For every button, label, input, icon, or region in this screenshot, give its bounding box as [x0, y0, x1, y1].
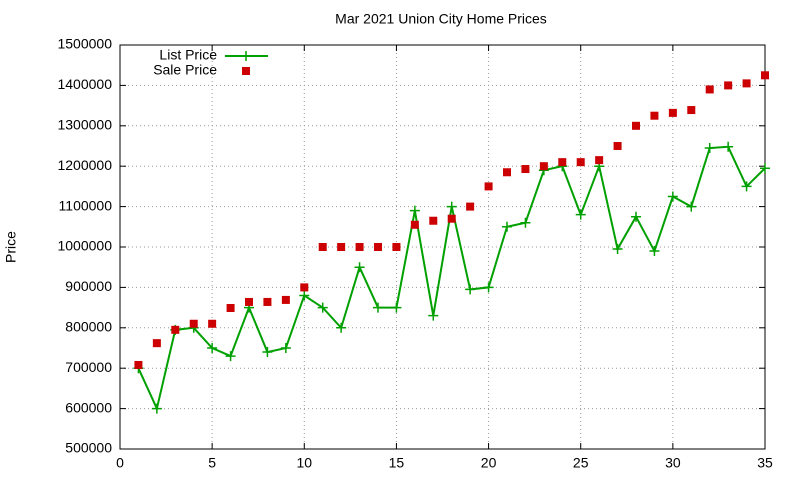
- point-marker: [373, 302, 383, 313]
- point-marker: [576, 158, 585, 167]
- point-marker: [134, 360, 143, 369]
- point-marker: [761, 71, 769, 80]
- point-marker: [391, 302, 402, 313]
- point-marker: [595, 156, 604, 165]
- x-tick-label: 10: [296, 455, 312, 471]
- point-marker: [503, 168, 511, 177]
- point-marker: [300, 283, 309, 292]
- y-tick-label: 1300000: [57, 117, 112, 133]
- point-marker: [263, 297, 272, 306]
- y-axis-label: Price: [3, 231, 19, 263]
- point-marker: [724, 81, 733, 90]
- point-marker: [667, 191, 678, 202]
- point-marker: [760, 163, 770, 174]
- point-marker: [280, 343, 291, 353]
- point-marker: [723, 141, 734, 152]
- point-marker: [465, 284, 476, 295]
- point-marker: [687, 106, 696, 115]
- y-tick-label: 1400000: [57, 76, 112, 92]
- point-marker: [410, 220, 419, 229]
- point-marker: [428, 310, 439, 321]
- legend-marker: [241, 51, 251, 61]
- point-marker: [409, 205, 420, 216]
- y-tick-label: 1100000: [59, 197, 113, 213]
- point-marker: [336, 322, 347, 333]
- point-marker: [354, 262, 365, 273]
- x-tick-label: 15: [389, 455, 405, 471]
- point-marker: [558, 158, 567, 167]
- x-tick-label: 35: [757, 455, 773, 471]
- point-marker: [520, 217, 531, 228]
- point-marker: [152, 339, 161, 348]
- y-tick-label: 500000: [65, 440, 112, 456]
- y-tick-label: 900000: [65, 278, 112, 294]
- point-marker: [612, 244, 623, 255]
- point-marker: [631, 211, 641, 222]
- x-tick-label: 0: [116, 455, 124, 471]
- point-marker: [429, 216, 438, 225]
- point-marker: [741, 181, 752, 192]
- point-marker: [502, 221, 512, 232]
- point-marker: [207, 343, 218, 353]
- point-marker: [632, 121, 640, 130]
- legend-marker: [242, 67, 250, 75]
- y-tick-label: 800000: [65, 319, 112, 335]
- point-marker: [281, 295, 290, 304]
- point-marker: [668, 108, 677, 117]
- y-tick-label: 700000: [65, 359, 112, 375]
- y-tick-label: 1000000: [57, 238, 112, 254]
- point-marker: [521, 165, 530, 174]
- chart-title: Mar 2021 Union City Home Prices: [335, 11, 547, 27]
- point-marker: [705, 85, 714, 94]
- point-marker: [299, 290, 310, 301]
- point-marker: [575, 209, 586, 220]
- point-marker: [650, 111, 659, 120]
- point-marker: [446, 201, 457, 212]
- plot-frame: [119, 44, 766, 450]
- point-marker: [613, 142, 622, 150]
- x-tick-label: 25: [573, 455, 589, 471]
- y-tick-label: 1200000: [57, 157, 112, 173]
- point-marker: [483, 282, 494, 293]
- point-marker: [686, 201, 697, 212]
- point-marker: [317, 302, 328, 313]
- point-marker: [447, 214, 456, 223]
- point-marker: [189, 319, 198, 328]
- point-marker: [208, 319, 217, 328]
- point-marker: [392, 243, 401, 251]
- point-marker: [374, 243, 382, 251]
- point-marker: [649, 246, 660, 257]
- point-marker: [539, 162, 548, 171]
- point-marker: [484, 182, 493, 191]
- point-marker: [466, 202, 475, 211]
- point-marker: [355, 243, 364, 251]
- y-tick-label: 1500000: [57, 36, 112, 52]
- legend-label: Sale Price: [153, 62, 217, 78]
- point-marker: [704, 143, 715, 154]
- y-tick-label: 600000: [65, 399, 112, 415]
- point-marker: [151, 403, 162, 414]
- legend-label: List Price: [159, 47, 217, 63]
- point-marker: [245, 297, 253, 306]
- point-marker: [226, 304, 235, 313]
- x-tick-label: 20: [481, 455, 497, 471]
- point-marker: [318, 243, 327, 251]
- point-marker: [337, 243, 346, 251]
- point-marker: [742, 79, 751, 88]
- point-marker: [171, 325, 180, 334]
- x-tick-label: 30: [665, 455, 681, 471]
- x-tick-label: 5: [208, 455, 216, 471]
- point-marker: [225, 351, 236, 362]
- point-marker: [262, 347, 273, 358]
